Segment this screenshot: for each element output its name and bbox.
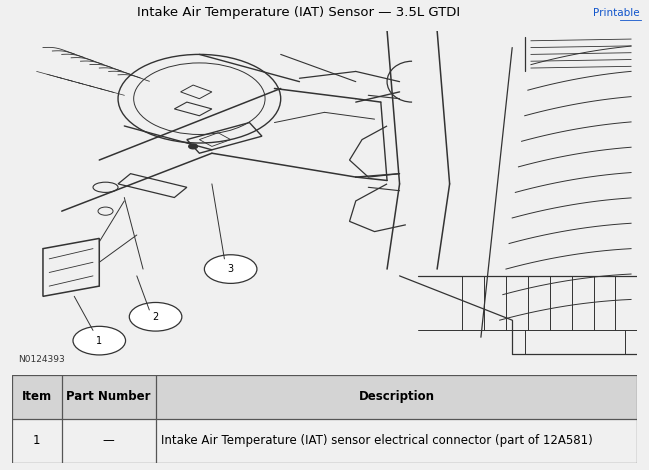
Text: Intake Air Temperature (IAT) sensor electrical connector (part of 12A581): Intake Air Temperature (IAT) sensor elec… — [160, 434, 593, 447]
Text: N0124393: N0124393 — [18, 355, 65, 365]
Text: Part Number: Part Number — [66, 390, 151, 403]
Text: 1: 1 — [96, 336, 103, 345]
Circle shape — [73, 326, 125, 355]
Text: Printable: Printable — [593, 8, 639, 18]
Circle shape — [204, 255, 257, 283]
Text: —: — — [103, 434, 114, 447]
Circle shape — [189, 144, 197, 149]
Text: Intake Air Temperature (IAT) Sensor — 3.5L GTDI: Intake Air Temperature (IAT) Sensor — 3.… — [137, 7, 460, 19]
Bar — [12, 375, 637, 419]
Circle shape — [129, 303, 182, 331]
Text: 2: 2 — [153, 312, 159, 322]
Text: Description: Description — [358, 390, 434, 403]
Text: 3: 3 — [228, 264, 234, 274]
Text: Item: Item — [21, 390, 52, 403]
Text: 1: 1 — [33, 434, 40, 447]
